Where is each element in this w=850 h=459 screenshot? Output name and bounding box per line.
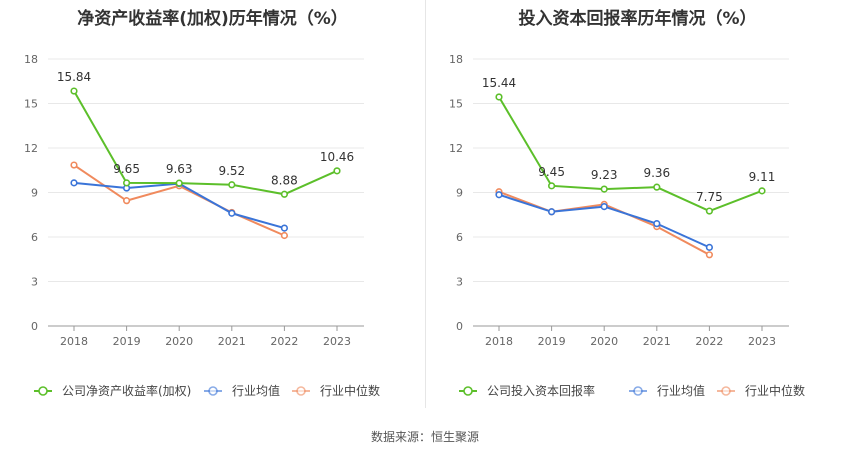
company-data-point <box>600 185 608 193</box>
company-data-point <box>705 207 714 215</box>
data-label: 8.88 <box>271 173 298 187</box>
average-data-point <box>653 220 661 228</box>
median-legend-marker[interactable] <box>296 386 306 396</box>
company-data-point <box>280 190 289 198</box>
median-legend-marker[interactable] <box>721 386 731 396</box>
y-tick-label: 15 <box>24 98 38 111</box>
company-legend-label[interactable]: 公司净资产收益率(加权) <box>62 383 191 398</box>
data-label: 9.65 <box>113 162 140 176</box>
y-tick-label: 9 <box>31 187 38 200</box>
roe-chart: 0 3 6 9 12 15 18 2018 2019 2020 2021 2022 2023 15.84 9… <box>24 53 380 398</box>
y-tick-label: 6 <box>31 231 38 244</box>
median-data-point <box>70 161 78 169</box>
x-tick-label: 2020 <box>165 335 193 348</box>
average-data-point <box>70 179 78 187</box>
x-tick-label: 2023 <box>323 335 351 348</box>
y-tick-label: 12 <box>449 142 463 155</box>
roic-chart: 0 3 6 9 12 15 18 2018 2019 2020 2021 2022 2023 15.44 9… <box>449 53 805 398</box>
data-label: 9.52 <box>218 164 245 178</box>
median-legend-label[interactable]: 行业中位数 <box>745 383 805 398</box>
y-tick-label: 3 <box>456 276 463 289</box>
median-data-point <box>122 197 131 205</box>
company-legend-marker[interactable] <box>38 386 48 396</box>
y-tick-label: 9 <box>456 187 463 200</box>
x-tick-label: 2023 <box>748 335 776 348</box>
company-data-point <box>333 167 341 175</box>
x-tick-label: 2020 <box>590 335 618 348</box>
average-data-point <box>547 208 556 216</box>
x-tick-label: 2022 <box>695 335 723 348</box>
company-legend-label[interactable]: 公司投入资本回报率 <box>487 383 595 398</box>
data-source: 数据来源：恒生聚源 <box>370 430 479 444</box>
y-tick-label: 0 <box>31 320 38 333</box>
data-label: 7.75 <box>696 190 723 204</box>
y-tick-label: 6 <box>456 231 463 244</box>
x-tick-label: 2019 <box>538 335 566 348</box>
data-label: 15.44 <box>482 76 516 90</box>
median-legend-label[interactable]: 行业中位数 <box>320 383 380 398</box>
y-tick-label: 12 <box>24 142 38 155</box>
x-tick-label: 2022 <box>270 335 298 348</box>
company-data-point <box>175 179 183 187</box>
company-legend-marker[interactable] <box>463 386 473 396</box>
average-data-point <box>600 202 608 211</box>
company-data-point <box>547 182 556 190</box>
company-series-line <box>73 90 338 196</box>
company-series-line <box>498 96 763 213</box>
median-data-point <box>705 251 714 259</box>
roic-chart-panel: 投入资本回报率历年情况（%） 0 3 6 9 12 15 18 2018 2019 2020 202… <box>425 0 850 420</box>
company-data-point <box>653 183 661 191</box>
roe-chart-panel: 净资产收益率(加权)历年情况（%） 0 3 6 9 12 15 18 2018 2019 2020… <box>0 0 425 420</box>
average-legend-marker[interactable] <box>208 386 218 396</box>
y-tick-label: 15 <box>449 98 463 111</box>
average-data-point <box>280 224 289 232</box>
y-tick-label: 0 <box>456 320 463 333</box>
data-label: 9.11 <box>749 170 776 184</box>
median-data-point <box>280 231 289 240</box>
data-label: 9.45 <box>538 165 565 179</box>
roic-chart-title: 投入资本回报率历年情况（%） <box>518 9 757 29</box>
roe-chart-title: 净资产收益率(加权)历年情况（%） <box>77 9 348 29</box>
data-label: 9.63 <box>166 162 193 176</box>
y-tick-label: 18 <box>24 53 38 66</box>
average-legend-label[interactable]: 行业均值 <box>657 383 705 398</box>
x-tick-label: 2018 <box>60 335 88 348</box>
data-label: 15.84 <box>57 70 91 84</box>
company-data-point <box>70 87 78 95</box>
average-data-point <box>705 243 714 251</box>
average-data-point <box>495 191 503 199</box>
x-tick-label: 2018 <box>485 335 513 348</box>
y-tick-label: 3 <box>31 276 38 289</box>
company-data-point <box>495 93 503 101</box>
y-tick-label: 18 <box>449 53 463 66</box>
company-data-point <box>122 179 131 187</box>
x-tick-label: 2021 <box>218 335 246 348</box>
data-label: 9.36 <box>643 166 670 180</box>
company-data-point <box>228 181 236 189</box>
x-tick-label: 2021 <box>643 335 671 348</box>
company-data-point <box>758 187 766 195</box>
data-label: 10.46 <box>320 150 354 164</box>
x-tick-label: 2019 <box>113 335 141 348</box>
average-legend-label[interactable]: 行业均值 <box>232 383 280 398</box>
average-data-point <box>228 209 236 217</box>
average-legend-marker[interactable] <box>633 386 643 396</box>
panel-divider <box>425 0 426 408</box>
data-label: 9.23 <box>591 168 618 182</box>
